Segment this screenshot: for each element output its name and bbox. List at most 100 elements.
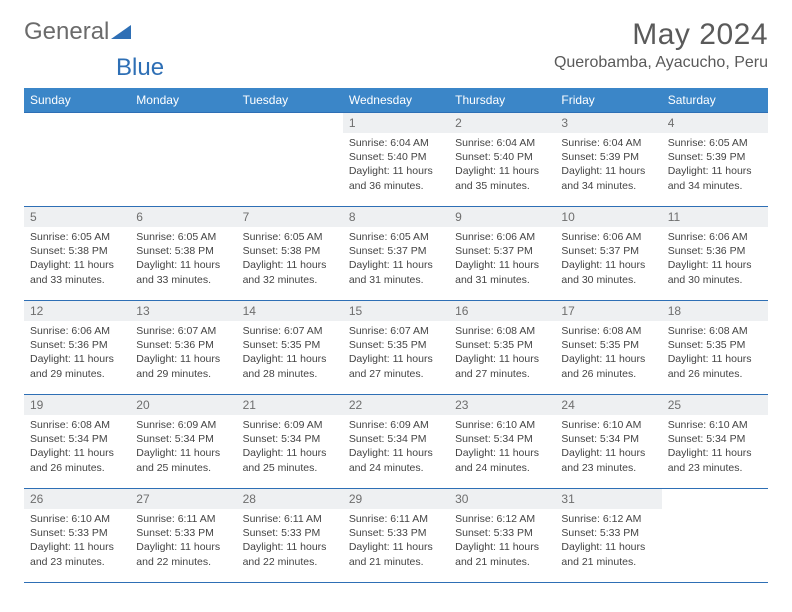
day-number: 25 — [662, 395, 768, 415]
calendar-cell: 23Sunrise: 6:10 AMSunset: 5:34 PMDayligh… — [449, 395, 555, 489]
calendar-cell — [662, 489, 768, 583]
calendar-cell: 25Sunrise: 6:10 AMSunset: 5:34 PMDayligh… — [662, 395, 768, 489]
calendar-cell — [130, 113, 236, 207]
day-body: Sunrise: 6:09 AMSunset: 5:34 PMDaylight:… — [237, 415, 343, 479]
day-body: Sunrise: 6:04 AMSunset: 5:39 PMDaylight:… — [555, 133, 661, 197]
calendar-cell: 15Sunrise: 6:07 AMSunset: 5:35 PMDayligh… — [343, 301, 449, 395]
day-body: Sunrise: 6:08 AMSunset: 5:35 PMDaylight:… — [662, 321, 768, 385]
calendar-head: SundayMondayTuesdayWednesdayThursdayFrid… — [24, 88, 768, 113]
day-number: 10 — [555, 207, 661, 227]
day-number: 20 — [130, 395, 236, 415]
calendar-cell: 12Sunrise: 6:06 AMSunset: 5:36 PMDayligh… — [24, 301, 130, 395]
day-number: 22 — [343, 395, 449, 415]
weekday-header: Monday — [130, 88, 236, 113]
calendar-cell: 27Sunrise: 6:11 AMSunset: 5:33 PMDayligh… — [130, 489, 236, 583]
calendar-cell: 19Sunrise: 6:08 AMSunset: 5:34 PMDayligh… — [24, 395, 130, 489]
calendar-cell: 9Sunrise: 6:06 AMSunset: 5:37 PMDaylight… — [449, 207, 555, 301]
weekday-header: Wednesday — [343, 88, 449, 113]
calendar-cell: 18Sunrise: 6:08 AMSunset: 5:35 PMDayligh… — [662, 301, 768, 395]
calendar-cell: 17Sunrise: 6:08 AMSunset: 5:35 PMDayligh… — [555, 301, 661, 395]
day-body: Sunrise: 6:05 AMSunset: 5:38 PMDaylight:… — [237, 227, 343, 291]
day-body: Sunrise: 6:05 AMSunset: 5:38 PMDaylight:… — [130, 227, 236, 291]
day-number: 26 — [24, 489, 130, 509]
day-body: Sunrise: 6:08 AMSunset: 5:35 PMDaylight:… — [555, 321, 661, 385]
day-number: 19 — [24, 395, 130, 415]
calendar-cell: 28Sunrise: 6:11 AMSunset: 5:33 PMDayligh… — [237, 489, 343, 583]
day-number: 27 — [130, 489, 236, 509]
brand-part1: General — [24, 18, 109, 46]
calendar-row: 1Sunrise: 6:04 AMSunset: 5:40 PMDaylight… — [24, 113, 768, 207]
calendar-cell: 3Sunrise: 6:04 AMSunset: 5:39 PMDaylight… — [555, 113, 661, 207]
day-body: Sunrise: 6:05 AMSunset: 5:37 PMDaylight:… — [343, 227, 449, 291]
calendar-cell — [237, 113, 343, 207]
day-body: Sunrise: 6:06 AMSunset: 5:36 PMDaylight:… — [24, 321, 130, 385]
day-body: Sunrise: 6:12 AMSunset: 5:33 PMDaylight:… — [555, 509, 661, 573]
day-body: Sunrise: 6:10 AMSunset: 5:34 PMDaylight:… — [555, 415, 661, 479]
weekday-header: Friday — [555, 88, 661, 113]
calendar-cell — [24, 113, 130, 207]
weekday-header: Tuesday — [237, 88, 343, 113]
day-number: 2 — [449, 113, 555, 133]
calendar-cell: 6Sunrise: 6:05 AMSunset: 5:38 PMDaylight… — [130, 207, 236, 301]
day-body: Sunrise: 6:07 AMSunset: 5:36 PMDaylight:… — [130, 321, 236, 385]
calendar-cell: 30Sunrise: 6:12 AMSunset: 5:33 PMDayligh… — [449, 489, 555, 583]
day-number: 12 — [24, 301, 130, 321]
calendar-row: 19Sunrise: 6:08 AMSunset: 5:34 PMDayligh… — [24, 395, 768, 489]
day-body: Sunrise: 6:06 AMSunset: 5:37 PMDaylight:… — [449, 227, 555, 291]
calendar-row: 12Sunrise: 6:06 AMSunset: 5:36 PMDayligh… — [24, 301, 768, 395]
day-body: Sunrise: 6:08 AMSunset: 5:34 PMDaylight:… — [24, 415, 130, 479]
day-body: Sunrise: 6:12 AMSunset: 5:33 PMDaylight:… — [449, 509, 555, 573]
day-body: Sunrise: 6:06 AMSunset: 5:36 PMDaylight:… — [662, 227, 768, 291]
day-number: 3 — [555, 113, 661, 133]
calendar-cell: 31Sunrise: 6:12 AMSunset: 5:33 PMDayligh… — [555, 489, 661, 583]
calendar-cell: 26Sunrise: 6:10 AMSunset: 5:33 PMDayligh… — [24, 489, 130, 583]
day-number: 30 — [449, 489, 555, 509]
day-number: 6 — [130, 207, 236, 227]
calendar-cell: 2Sunrise: 6:04 AMSunset: 5:40 PMDaylight… — [449, 113, 555, 207]
calendar-row: 5Sunrise: 6:05 AMSunset: 5:38 PMDaylight… — [24, 207, 768, 301]
calendar-cell: 16Sunrise: 6:08 AMSunset: 5:35 PMDayligh… — [449, 301, 555, 395]
day-number: 13 — [130, 301, 236, 321]
calendar-cell: 13Sunrise: 6:07 AMSunset: 5:36 PMDayligh… — [130, 301, 236, 395]
day-number: 5 — [24, 207, 130, 227]
day-number: 14 — [237, 301, 343, 321]
weekday-header: Sunday — [24, 88, 130, 113]
calendar-body: 1Sunrise: 6:04 AMSunset: 5:40 PMDaylight… — [24, 113, 768, 583]
day-body: Sunrise: 6:07 AMSunset: 5:35 PMDaylight:… — [343, 321, 449, 385]
day-number: 4 — [662, 113, 768, 133]
day-number: 11 — [662, 207, 768, 227]
day-body: Sunrise: 6:04 AMSunset: 5:40 PMDaylight:… — [343, 133, 449, 197]
day-number: 1 — [343, 113, 449, 133]
day-number: 18 — [662, 301, 768, 321]
weekday-header: Thursday — [449, 88, 555, 113]
day-number: 15 — [343, 301, 449, 321]
day-body: Sunrise: 6:08 AMSunset: 5:35 PMDaylight:… — [449, 321, 555, 385]
brand-triangle-icon — [111, 23, 133, 41]
calendar-cell: 14Sunrise: 6:07 AMSunset: 5:35 PMDayligh… — [237, 301, 343, 395]
calendar-cell: 29Sunrise: 6:11 AMSunset: 5:33 PMDayligh… — [343, 489, 449, 583]
day-number: 23 — [449, 395, 555, 415]
calendar-cell: 21Sunrise: 6:09 AMSunset: 5:34 PMDayligh… — [237, 395, 343, 489]
day-number: 8 — [343, 207, 449, 227]
calendar-cell: 7Sunrise: 6:05 AMSunset: 5:38 PMDaylight… — [237, 207, 343, 301]
day-number: 28 — [237, 489, 343, 509]
weekday-header: Saturday — [662, 88, 768, 113]
calendar-cell: 11Sunrise: 6:06 AMSunset: 5:36 PMDayligh… — [662, 207, 768, 301]
brand-logo: General — [24, 18, 135, 46]
calendar-cell: 5Sunrise: 6:05 AMSunset: 5:38 PMDaylight… — [24, 207, 130, 301]
day-body: Sunrise: 6:10 AMSunset: 5:34 PMDaylight:… — [449, 415, 555, 479]
calendar-cell: 10Sunrise: 6:06 AMSunset: 5:37 PMDayligh… — [555, 207, 661, 301]
day-body: Sunrise: 6:10 AMSunset: 5:33 PMDaylight:… — [24, 509, 130, 573]
day-number: 29 — [343, 489, 449, 509]
day-number: 31 — [555, 489, 661, 509]
calendar-cell: 4Sunrise: 6:05 AMSunset: 5:39 PMDaylight… — [662, 113, 768, 207]
day-body: Sunrise: 6:04 AMSunset: 5:40 PMDaylight:… — [449, 133, 555, 197]
calendar-cell: 1Sunrise: 6:04 AMSunset: 5:40 PMDaylight… — [343, 113, 449, 207]
brand-part2: Blue — [116, 54, 792, 82]
day-number: 9 — [449, 207, 555, 227]
day-body: Sunrise: 6:05 AMSunset: 5:38 PMDaylight:… — [24, 227, 130, 291]
calendar-cell: 22Sunrise: 6:09 AMSunset: 5:34 PMDayligh… — [343, 395, 449, 489]
day-body: Sunrise: 6:11 AMSunset: 5:33 PMDaylight:… — [343, 509, 449, 573]
day-number: 16 — [449, 301, 555, 321]
day-body: Sunrise: 6:11 AMSunset: 5:33 PMDaylight:… — [237, 509, 343, 573]
